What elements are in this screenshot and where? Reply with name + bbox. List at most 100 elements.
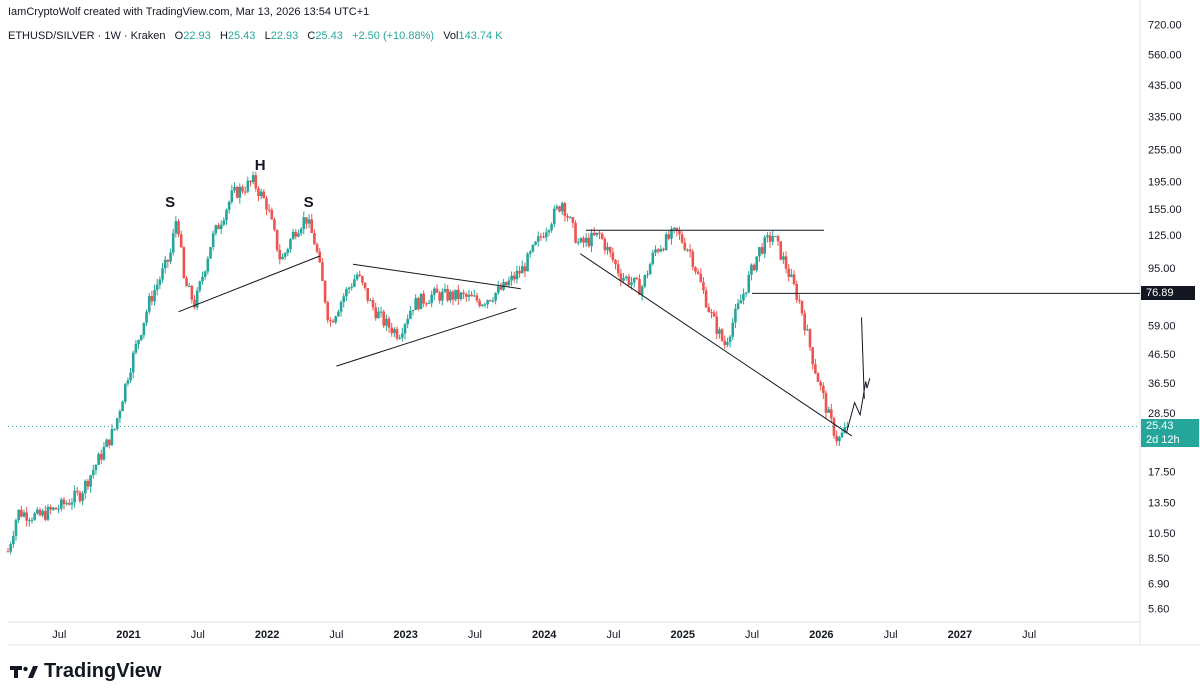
candle-up: [345, 289, 348, 297]
candle-down: [800, 300, 804, 314]
candle-up: [161, 268, 164, 280]
candle-down: [179, 234, 183, 248]
candle-up: [744, 292, 748, 294]
candle-up: [528, 251, 532, 254]
candle-down: [313, 233, 316, 245]
candle-down: [366, 288, 370, 301]
candle-down: [822, 385, 825, 394]
candle-down: [635, 277, 639, 280]
candle-down: [107, 439, 111, 446]
candle-up: [520, 266, 524, 274]
x-tick-label: Jul: [884, 629, 898, 641]
candle-down: [382, 311, 385, 326]
x-tick-label: 2024: [532, 629, 557, 641]
candle-up: [414, 298, 417, 310]
candle-up: [670, 229, 673, 239]
candle-up: [22, 512, 26, 517]
candle-up: [155, 284, 159, 290]
candle-up: [728, 336, 732, 343]
candle-up: [41, 510, 44, 516]
candle-down: [523, 266, 527, 272]
candle-up: [515, 270, 519, 280]
candle-down: [318, 251, 322, 263]
candle-up: [659, 248, 663, 252]
candle-up: [632, 277, 636, 283]
x-tick-label: Jul: [745, 629, 759, 641]
drawings: S H S: [8, 157, 1140, 437]
candle-down: [305, 217, 308, 224]
candle-down: [254, 175, 258, 189]
y-tick-label: 8.50: [1148, 553, 1169, 565]
candle-up: [230, 190, 234, 202]
candle-up: [664, 234, 668, 251]
candle-up: [113, 428, 116, 430]
candle-up: [81, 493, 84, 502]
candle-down: [44, 510, 47, 520]
candle-up: [259, 191, 263, 197]
candle-down: [323, 280, 327, 303]
candle-down: [598, 232, 601, 234]
candle-up: [547, 230, 551, 233]
tradingview-logo-icon: [10, 665, 38, 678]
candle-up: [353, 279, 356, 287]
symbol-label[interactable]: ETHUSD/SILVER · 1W · Kraken: [8, 30, 166, 42]
candle-down: [249, 180, 252, 183]
candle-down: [425, 303, 428, 305]
candle-up: [350, 286, 354, 288]
tradingview-logo[interactable]: TradingView: [10, 660, 161, 683]
candle-up: [302, 217, 306, 229]
candle-down: [499, 286, 503, 290]
candle-down: [6, 551, 10, 553]
candle-down: [457, 289, 460, 299]
candle-up: [246, 180, 250, 192]
candle-up: [14, 520, 18, 536]
candle-up: [483, 304, 487, 306]
candle-up: [774, 236, 777, 238]
candle-up: [763, 237, 767, 254]
candle-up: [433, 288, 436, 295]
candle-down: [603, 238, 607, 251]
candle-up: [238, 186, 242, 198]
candle-up: [28, 520, 31, 522]
candle-up: [526, 253, 529, 272]
candle-down: [723, 340, 727, 346]
candle-up: [536, 236, 540, 242]
candle-down: [627, 276, 631, 286]
candle-up: [646, 274, 649, 276]
candle-down: [86, 480, 90, 487]
candle-up: [225, 209, 228, 221]
candle-down: [54, 507, 58, 510]
candle-up: [139, 335, 143, 340]
candle-up: [472, 295, 476, 297]
x-tick-label: 2026: [809, 629, 833, 641]
candle-down: [177, 221, 180, 235]
candle-up: [467, 294, 471, 297]
candle-down: [326, 302, 330, 321]
candle-up: [750, 264, 753, 275]
candle-down: [614, 260, 617, 265]
candle-down: [662, 248, 665, 251]
candle-down: [371, 300, 375, 308]
candle-down: [488, 300, 492, 302]
triangle-lower-line: [336, 307, 517, 367]
candle-up: [846, 426, 849, 428]
candle-up: [531, 244, 535, 252]
candle-up: [843, 427, 846, 433]
falling-wedge-line: [579, 253, 853, 437]
candle-down: [811, 347, 814, 365]
candle-up: [443, 288, 447, 292]
candle-down: [267, 209, 271, 211]
candle-up: [17, 509, 20, 521]
candle-up: [739, 300, 743, 304]
candle-up: [123, 383, 127, 402]
candle-down: [273, 219, 276, 230]
candle-up: [640, 286, 644, 295]
candle-up: [403, 324, 407, 334]
candle-down: [715, 316, 719, 334]
candle-down: [542, 236, 545, 238]
candle-up: [840, 432, 844, 438]
candle-down: [619, 273, 623, 281]
candle-up: [214, 225, 218, 234]
candle-up: [755, 256, 759, 271]
